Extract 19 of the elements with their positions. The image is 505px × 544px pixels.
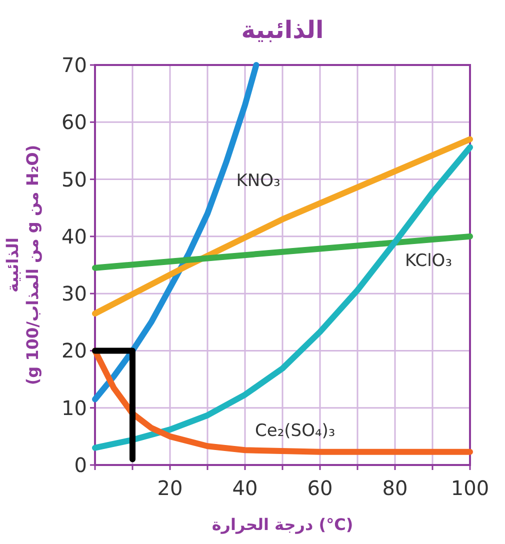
- series-label: KClO₃: [405, 251, 452, 272]
- x-tick-label: 40: [232, 476, 258, 500]
- chart-title: الذائبية: [241, 16, 324, 44]
- y-tick-label: 30: [62, 282, 87, 306]
- x-tick-label: 100: [450, 476, 490, 500]
- y-tick-label: 70: [62, 53, 87, 77]
- series-label: Ce₂(SO₄)₃: [255, 421, 336, 442]
- x-tick-label: 20: [157, 476, 183, 500]
- y-tick-label: 10: [62, 396, 87, 420]
- y-axis-title: الذائبية (g من المذاب/100 g من H₂O): [3, 144, 42, 386]
- y-tick-label: 0: [74, 453, 87, 477]
- y-tick-label: 50: [62, 167, 87, 192]
- series-label: KNO₃: [236, 171, 280, 192]
- x-axis-title: درجة الحرارة (°C): [212, 515, 354, 534]
- y-tick-label: 40: [62, 224, 87, 248]
- y-tick-label: 20: [62, 338, 87, 363]
- y-tick-label: 60: [62, 110, 87, 134]
- x-tick-label: 60: [307, 476, 333, 500]
- x-tick-label: 80: [382, 476, 408, 500]
